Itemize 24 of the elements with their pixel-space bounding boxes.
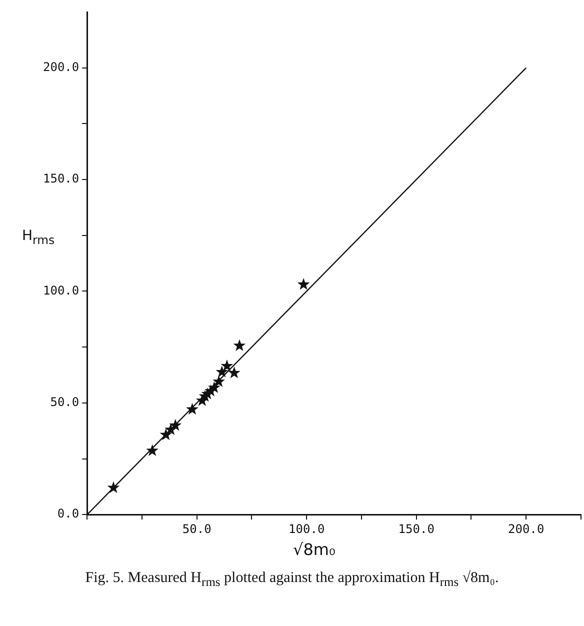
x-axis-title: √8m₀	[293, 540, 336, 559]
x-tick-label: 150.0	[398, 522, 434, 536]
y-tick-label: 100.0	[43, 283, 80, 298]
y-tick-label: 150.0	[43, 172, 80, 186]
point	[169, 418, 182, 431]
y-tick-label: 0.0	[57, 506, 80, 521]
point	[297, 278, 310, 290]
point	[208, 381, 220, 393]
x-tick-label: 200.0	[508, 522, 544, 536]
point	[220, 360, 234, 372]
point	[216, 366, 228, 378]
y-axis-title: H$_{rms}$	[22, 228, 55, 247]
point	[233, 339, 246, 351]
point	[146, 444, 158, 456]
x-tick-label: 100.0	[288, 522, 325, 536]
caption: Fig. 5. Measured H$_{rms}$ plotted against the approximation H$_{rms}$ √8m₀.	[84, 570, 500, 590]
x-tick-label: 50.0	[182, 522, 212, 536]
point	[228, 366, 240, 378]
point	[212, 375, 226, 387]
y-tick-label: 50.0	[50, 395, 80, 410]
y-tick-label: 200.0	[43, 60, 80, 74]
point	[160, 428, 172, 440]
point	[107, 481, 120, 494]
point	[186, 402, 198, 415]
